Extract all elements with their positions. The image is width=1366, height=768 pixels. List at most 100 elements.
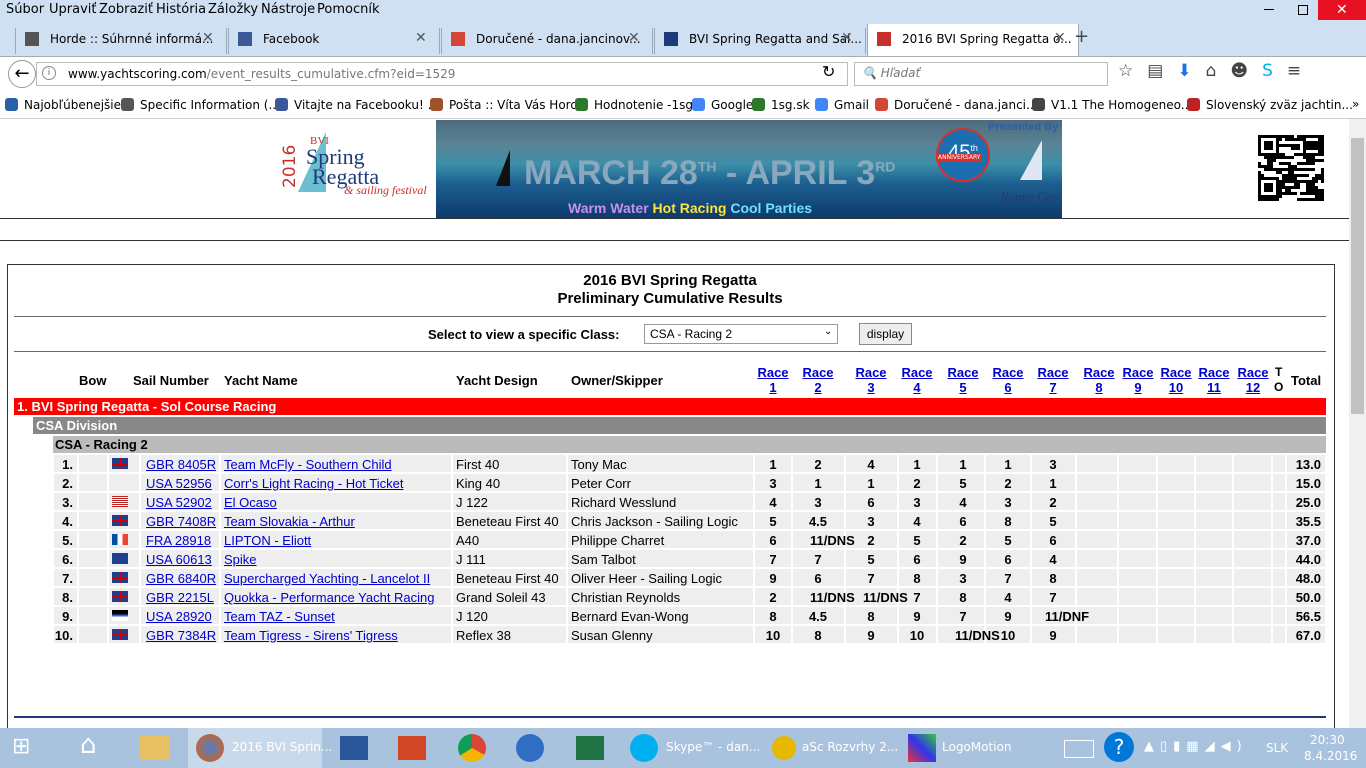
close-button[interactable] bbox=[1318, 0, 1366, 20]
menu-item[interactable]: História bbox=[156, 2, 207, 17]
menu-item[interactable]: Upraviť bbox=[49, 2, 97, 17]
tab[interactable] bbox=[15, 28, 227, 54]
bookmark[interactable]: Hodnotenie -1sg bbox=[594, 98, 693, 112]
bookmark[interactable]: V1.1 The Homogeneo... bbox=[1051, 98, 1193, 112]
race-header-number[interactable]: 2 bbox=[814, 380, 822, 395]
minimize-button[interactable] bbox=[1264, 9, 1274, 10]
race-header-number[interactable]: 11 bbox=[1207, 380, 1221, 395]
keyboard-icon[interactable] bbox=[1064, 740, 1094, 758]
yacht-name[interactable]: LIPTON - Eliott bbox=[224, 533, 312, 548]
word-icon[interactable] bbox=[340, 736, 368, 760]
tray-icons[interactable]: ▲▯▮▦◢◀) bbox=[1144, 739, 1248, 754]
race-header-number[interactable]: 8 bbox=[1095, 380, 1103, 395]
tab-close[interactable]: ✕ bbox=[1054, 30, 1066, 46]
menu-item[interactable]: Súbor bbox=[6, 2, 45, 17]
race-header-number[interactable]: 12 bbox=[1245, 380, 1261, 395]
display-button[interactable]: display bbox=[859, 323, 912, 345]
bookmark[interactable]: Slovenský zväz jachtin... bbox=[1206, 98, 1353, 112]
race-header-number[interactable]: 7 bbox=[1049, 380, 1057, 395]
search-box[interactable] bbox=[854, 62, 1108, 86]
explorer-icon[interactable] bbox=[140, 736, 170, 760]
excel-icon[interactable] bbox=[576, 736, 604, 760]
race-header-number[interactable]: 10 bbox=[1168, 380, 1184, 395]
bookmark[interactable]: 1sg.sk bbox=[771, 98, 810, 112]
sail-number[interactable]: USA 52902 bbox=[146, 495, 212, 510]
race-header[interactable]: Race bbox=[901, 365, 933, 380]
race-header[interactable]: Race bbox=[757, 365, 789, 380]
sail-number[interactable]: USA 28920 bbox=[146, 609, 212, 624]
new-tab[interactable]: + bbox=[1074, 26, 1090, 47]
bookmark[interactable]: Google bbox=[711, 98, 754, 112]
asc-icon[interactable] bbox=[772, 736, 796, 760]
yacht-name[interactable]: Spike bbox=[224, 552, 257, 567]
task-label[interactable]: Skype™ - dan... bbox=[666, 740, 761, 754]
toolbar-icons[interactable]: ☆▤⬇⌂☻S≡ bbox=[1118, 61, 1316, 81]
bookmark[interactable]: Pošta :: Víta Vás Horde bbox=[449, 98, 586, 112]
earth-icon[interactable] bbox=[516, 734, 544, 762]
sail-number[interactable]: GBR 6840R bbox=[146, 571, 217, 586]
sail-number[interactable]: USA 60613 bbox=[146, 552, 212, 567]
back-button[interactable]: ← bbox=[8, 60, 36, 88]
sail-number[interactable]: GBR 7408R bbox=[146, 514, 217, 529]
race-header[interactable]: Race bbox=[1237, 365, 1269, 380]
tab[interactable] bbox=[867, 24, 1079, 56]
tab[interactable] bbox=[441, 28, 653, 54]
bookmark[interactable]: Specific Information (... bbox=[140, 98, 280, 112]
menu-item[interactable]: Záložky bbox=[208, 2, 259, 17]
scrollbar-thumb[interactable] bbox=[1351, 138, 1364, 414]
race-header[interactable]: Race bbox=[1037, 365, 1069, 380]
race-header[interactable]: Race bbox=[947, 365, 979, 380]
maximize-button[interactable] bbox=[1298, 5, 1308, 15]
tab-close[interactable]: ✕ bbox=[628, 30, 640, 46]
tab[interactable] bbox=[228, 28, 440, 54]
ppt-icon[interactable] bbox=[398, 736, 426, 760]
race-header[interactable]: Race bbox=[1160, 365, 1192, 380]
race-header[interactable]: Race bbox=[1198, 365, 1230, 380]
info-icon[interactable]: i bbox=[42, 66, 56, 80]
reload-button[interactable]: ↻ bbox=[822, 62, 836, 81]
race-header[interactable]: Race bbox=[1083, 365, 1115, 380]
lang[interactable]: SLK bbox=[1266, 741, 1289, 755]
yacht-name[interactable]: Team Slovakia - Arthur bbox=[224, 514, 355, 529]
class-select[interactable] bbox=[644, 324, 838, 344]
menu-item[interactable]: Pomocník bbox=[317, 2, 380, 17]
race-header-number[interactable]: 1 bbox=[769, 380, 777, 395]
race-header[interactable]: Race bbox=[1122, 365, 1154, 380]
menu-item[interactable]: Zobraziť bbox=[99, 2, 153, 17]
race-header[interactable]: Race bbox=[802, 365, 834, 380]
sail-number[interactable]: USA 52956 bbox=[146, 476, 212, 491]
help-icon[interactable]: ? bbox=[1104, 732, 1134, 762]
tab-close[interactable]: ✕ bbox=[841, 30, 853, 46]
bookmark[interactable]: Gmail bbox=[834, 98, 870, 112]
yacht-name[interactable]: Team McFly - Southern Child bbox=[224, 457, 392, 472]
logomotion-icon[interactable] bbox=[908, 734, 936, 762]
race-header-number[interactable]: 6 bbox=[1004, 380, 1012, 395]
yacht-name[interactable]: Team TAZ - Sunset bbox=[224, 609, 335, 624]
clock-date[interactable]: 8.4.2016 bbox=[1304, 749, 1358, 763]
url-bar[interactable] bbox=[36, 62, 848, 86]
task-label[interactable]: LogoMotion bbox=[942, 740, 1012, 754]
sail-number[interactable]: GBR 2215L bbox=[146, 590, 214, 605]
bookmarks-more[interactable]: » bbox=[1352, 97, 1360, 111]
task-label[interactable]: 2016 BVI Sprin... bbox=[232, 740, 333, 754]
race-header-number[interactable]: 3 bbox=[867, 380, 875, 395]
home-icon[interactable]: ⌂ bbox=[80, 730, 97, 760]
sail-number[interactable]: FRA 28918 bbox=[146, 533, 212, 548]
task-label[interactable]: aSc Rozvrhy 2... bbox=[802, 740, 899, 754]
yacht-name[interactable]: Supercharged Yachting - Lancelot II bbox=[224, 571, 431, 586]
yacht-name[interactable]: Corr's Light Racing - Hot Ticket bbox=[224, 476, 404, 491]
start-button[interactable]: ⊞ bbox=[12, 734, 31, 759]
sail-number[interactable]: GBR 8405R bbox=[146, 457, 217, 472]
chrome-icon[interactable] bbox=[458, 734, 486, 762]
race-header[interactable]: Race bbox=[992, 365, 1024, 380]
tab[interactable] bbox=[654, 28, 866, 54]
bookmark[interactable]: Doručené - dana.janci... bbox=[894, 98, 1038, 112]
yacht-name[interactable]: Team Tigress - Sirens' Tigress bbox=[224, 628, 398, 643]
bookmark[interactable]: Najobľúbenejšie bbox=[24, 98, 122, 112]
tab-close[interactable]: ✕ bbox=[415, 30, 427, 46]
menu-item[interactable]: Nástroje bbox=[261, 2, 316, 17]
race-header-number[interactable]: 5 bbox=[959, 380, 967, 395]
sail-number[interactable]: GBR 7384R bbox=[146, 628, 217, 643]
skype-icon[interactable] bbox=[630, 734, 658, 762]
bookmark[interactable]: Vitajte na Facebooku! ... bbox=[294, 98, 440, 112]
